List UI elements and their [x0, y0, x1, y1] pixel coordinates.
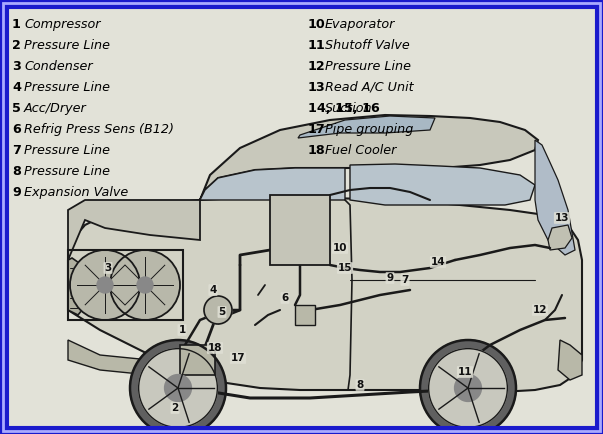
- Bar: [68, 250, 183, 320]
- Text: 6: 6: [12, 123, 21, 136]
- Text: 9: 9: [387, 273, 394, 283]
- Text: 14, 15, 16: 14, 15, 16: [308, 102, 380, 115]
- Text: Condenser: Condenser: [24, 60, 93, 73]
- Polygon shape: [350, 164, 535, 205]
- Polygon shape: [270, 195, 330, 265]
- Text: 18: 18: [308, 144, 326, 157]
- Text: 12: 12: [532, 305, 548, 315]
- Text: 10: 10: [333, 243, 347, 253]
- Polygon shape: [68, 200, 200, 260]
- Text: 1: 1: [178, 325, 186, 335]
- Text: 2: 2: [171, 403, 178, 413]
- Text: 13: 13: [555, 213, 569, 223]
- Text: 7: 7: [402, 275, 409, 285]
- Text: 12: 12: [308, 60, 326, 73]
- Text: 5: 5: [12, 102, 21, 115]
- Polygon shape: [180, 345, 215, 375]
- Circle shape: [97, 277, 113, 293]
- Circle shape: [139, 349, 217, 427]
- Text: 11: 11: [308, 39, 326, 52]
- Text: Evaporator: Evaporator: [325, 18, 396, 31]
- Polygon shape: [68, 258, 82, 315]
- Polygon shape: [200, 168, 345, 200]
- Text: Pressure Line: Pressure Line: [24, 39, 110, 52]
- Polygon shape: [548, 225, 572, 250]
- Polygon shape: [68, 340, 200, 375]
- Text: 14: 14: [431, 257, 445, 267]
- Text: 17: 17: [231, 353, 245, 363]
- Text: Acc/Dryer: Acc/Dryer: [24, 102, 87, 115]
- Text: Pressure Line: Pressure Line: [24, 165, 110, 178]
- Polygon shape: [200, 115, 538, 200]
- Circle shape: [70, 250, 140, 320]
- Text: 10: 10: [308, 18, 326, 31]
- Text: 6: 6: [282, 293, 289, 303]
- Text: Refrig Press Sens (B12): Refrig Press Sens (B12): [24, 123, 174, 136]
- Polygon shape: [535, 140, 575, 255]
- Text: Compressor: Compressor: [24, 18, 101, 31]
- Polygon shape: [558, 340, 582, 380]
- Text: 3: 3: [104, 263, 112, 273]
- Circle shape: [204, 296, 232, 324]
- Text: 5: 5: [218, 307, 226, 317]
- Text: Expansion Valve: Expansion Valve: [24, 186, 128, 199]
- Text: 11: 11: [458, 367, 472, 377]
- Polygon shape: [295, 305, 315, 325]
- Polygon shape: [298, 116, 435, 138]
- Text: 3: 3: [12, 60, 21, 73]
- Text: 4: 4: [209, 285, 216, 295]
- Text: 8: 8: [356, 380, 364, 390]
- Text: Pipe grouping: Pipe grouping: [325, 123, 414, 136]
- Polygon shape: [68, 197, 582, 392]
- Circle shape: [110, 250, 180, 320]
- Text: Suction: Suction: [325, 102, 373, 115]
- Text: 8: 8: [12, 165, 21, 178]
- Text: Pressure Line: Pressure Line: [24, 81, 110, 94]
- Circle shape: [165, 375, 191, 401]
- Text: 1: 1: [12, 18, 21, 31]
- Circle shape: [130, 340, 226, 434]
- Text: 4: 4: [12, 81, 21, 94]
- Text: Pressure Line: Pressure Line: [24, 144, 110, 157]
- Text: 2: 2: [12, 39, 21, 52]
- Text: 17: 17: [308, 123, 326, 136]
- Text: 13: 13: [308, 81, 326, 94]
- Text: 15: 15: [338, 263, 352, 273]
- Text: Pressure Line: Pressure Line: [325, 60, 411, 73]
- Text: Read A/C Unit: Read A/C Unit: [325, 81, 414, 94]
- Circle shape: [455, 375, 481, 401]
- Text: Fuel Cooler: Fuel Cooler: [325, 144, 396, 157]
- Circle shape: [137, 277, 153, 293]
- Circle shape: [420, 340, 516, 434]
- Text: 18: 18: [208, 343, 223, 353]
- Text: Shutoff Valve: Shutoff Valve: [325, 39, 410, 52]
- Text: 9: 9: [12, 186, 21, 199]
- Text: 7: 7: [12, 144, 21, 157]
- Circle shape: [429, 349, 507, 427]
